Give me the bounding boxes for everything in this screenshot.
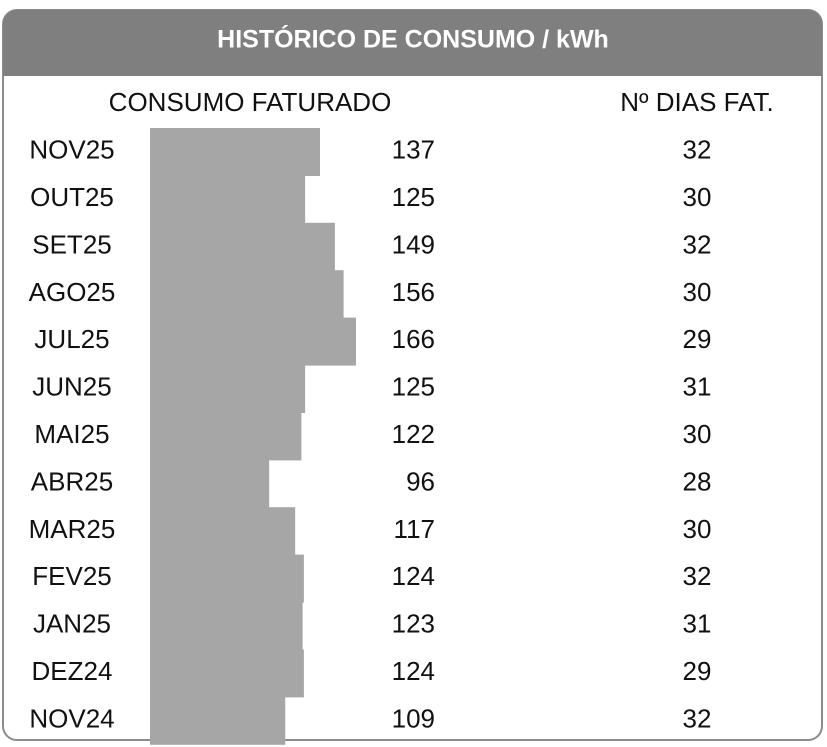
value-label: 149 <box>392 229 435 259</box>
month-label: SET25 <box>32 229 112 259</box>
bar <box>150 602 303 650</box>
month-label: AGO25 <box>29 277 116 307</box>
month-label: FEV25 <box>32 561 112 591</box>
value-label: 156 <box>392 277 435 307</box>
days-value: 30 <box>683 514 712 544</box>
bar <box>150 649 304 698</box>
month-label: NOV25 <box>29 135 114 165</box>
days-value: 31 <box>683 372 712 402</box>
days-value: 31 <box>683 609 712 639</box>
value-label: 109 <box>392 703 435 733</box>
value-label: 122 <box>392 419 435 449</box>
days-value: 29 <box>683 656 712 686</box>
month-label: MAR25 <box>29 514 116 544</box>
value-label: 166 <box>392 324 435 354</box>
days-value: 30 <box>683 182 712 212</box>
days-value: 28 <box>683 466 712 496</box>
bar <box>150 222 335 271</box>
value-label: 124 <box>392 561 435 591</box>
value-label: 96 <box>406 466 435 496</box>
bar <box>150 317 357 366</box>
value-label: 124 <box>392 656 435 686</box>
days-value: 30 <box>683 277 712 307</box>
column-header: CONSUMO FATURADO <box>109 87 392 117</box>
bar <box>150 270 344 319</box>
month-label: NOV24 <box>29 703 114 733</box>
bar <box>150 365 306 413</box>
chart-title: HISTÓRICO DE CONSUMO / kWh <box>217 24 609 54</box>
days-value: 29 <box>683 324 712 354</box>
month-label: JUL25 <box>34 324 109 354</box>
header-band <box>3 10 822 76</box>
month-label: OUT25 <box>30 182 114 212</box>
days-value: 30 <box>683 419 712 449</box>
month-label: ABR25 <box>31 466 113 496</box>
value-label: 125 <box>392 182 435 212</box>
bar <box>150 459 270 508</box>
value-label: 137 <box>392 135 435 165</box>
bar <box>150 175 306 224</box>
month-label: JAN25 <box>33 609 111 639</box>
value-label: 125 <box>392 372 435 402</box>
days-value: 32 <box>683 229 712 259</box>
value-label: 117 <box>394 514 435 544</box>
bar <box>150 554 304 603</box>
column-header: Nº DIAS FAT. <box>620 87 774 117</box>
value-label: 123 <box>392 609 435 639</box>
bar <box>150 412 302 461</box>
days-value: 32 <box>683 561 712 591</box>
bar <box>150 128 321 176</box>
month-label: DEZ24 <box>32 656 113 686</box>
month-label: MAI25 <box>34 419 109 449</box>
days-value: 32 <box>683 703 712 733</box>
bar <box>150 507 296 556</box>
bar <box>150 696 286 745</box>
month-label: JUN25 <box>32 372 111 402</box>
days-value: 32 <box>683 135 712 165</box>
